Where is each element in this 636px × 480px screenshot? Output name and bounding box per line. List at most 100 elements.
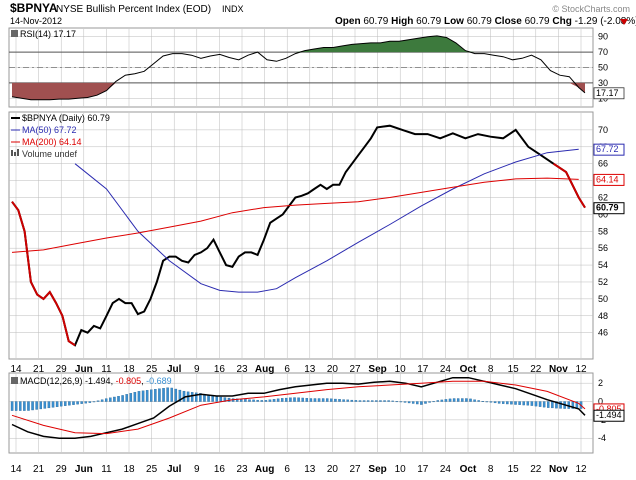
volume-legend-text: Volume undef (22, 149, 78, 159)
histogram-bar (321, 398, 325, 402)
histogram-bar (268, 399, 272, 402)
low-value: 60.79 (467, 16, 492, 27)
histogram-bar (411, 401, 415, 404)
rsi-last-box (593, 87, 625, 100)
x-tick-label: Aug (255, 464, 274, 475)
histogram-bar (325, 398, 329, 402)
histogram-bar (264, 400, 268, 402)
histogram-bar (297, 397, 300, 402)
histogram-bar (522, 401, 525, 406)
macd-tick-label: 2 (598, 378, 603, 388)
rsi-tick-label: 30 (598, 78, 608, 88)
x-tick-label: 24 (440, 364, 452, 375)
histogram-bar (47, 401, 51, 409)
histogram-bar (129, 393, 133, 402)
histogram-bar (113, 396, 116, 402)
x-tick-label: 12 (575, 364, 587, 375)
histogram-bar (252, 399, 255, 402)
rsi-last-label: 17.17 (593, 87, 625, 100)
price-tick-label: 66 (598, 159, 608, 169)
histogram-bar (432, 401, 435, 403)
x-tick-label: 14 (10, 364, 22, 375)
x-tick-label: 9 (194, 464, 200, 475)
histogram-bar (485, 401, 489, 403)
histogram-bar (55, 401, 59, 408)
histogram-bar (330, 398, 333, 402)
ma50-line (74, 148, 579, 293)
histogram-bar (452, 398, 456, 402)
histogram-bar (395, 401, 399, 403)
histogram-bar (154, 389, 157, 402)
ma50-last-label: 67.72 (593, 143, 625, 156)
macd-legend-name: MACD(12,26,9) (20, 376, 83, 386)
histogram-bar (489, 401, 493, 403)
histogram-bar (80, 401, 83, 404)
histogram-bar (440, 399, 444, 402)
x-tick-label: 25 (146, 364, 158, 375)
histogram-bar (31, 401, 34, 411)
open-label: Open (335, 16, 361, 27)
histogram-legend-value: -0.689 (146, 376, 172, 386)
histogram-bar (354, 400, 358, 402)
price-tick-label: 50 (598, 294, 608, 304)
price-last-label: 60.79 (593, 202, 625, 215)
x-tick-label: 27 (349, 364, 361, 375)
high-label: High (391, 16, 413, 27)
histogram-bar (10, 401, 14, 411)
histogram-bar (109, 397, 112, 402)
svg-text:Open 60.79 High 60.79 Low 60: Open 60.79 High 60.79 Low 60.79 Close 60… (335, 16, 636, 27)
ma50-last-value: 67.72 (596, 144, 619, 154)
x-tick-label: 22 (530, 364, 542, 375)
histogram-bar (100, 399, 104, 402)
macd-last-value: -1.494 (596, 410, 622, 420)
rsi-tick-label: 90 (598, 32, 608, 42)
histogram-bar (166, 387, 169, 402)
macd-last-box (593, 409, 625, 422)
x-tick-label: 10 (395, 464, 407, 475)
macd-tick-label: -4 (598, 433, 606, 443)
histogram-bar (338, 399, 341, 402)
histogram-bar (76, 401, 79, 405)
x-tick-label: 10 (395, 364, 407, 375)
histogram-bar (39, 401, 43, 410)
price-decline-segment (552, 162, 586, 209)
x-tick-label: Sep (368, 464, 386, 475)
x-tick-label: 8 (488, 464, 494, 475)
histogram-bar (280, 398, 284, 402)
ma50-last-box (593, 143, 625, 156)
histogram-bar (362, 400, 366, 402)
histogram-bar (309, 398, 313, 402)
histogram-bar (88, 401, 92, 403)
price-tick-label: 48 (598, 311, 608, 321)
histogram-bar (223, 397, 227, 402)
open-value: 60.79 (363, 16, 388, 27)
rsi-tick-label: 50 (598, 63, 608, 73)
histogram-bar (289, 397, 292, 402)
x-tick-label: 9 (194, 364, 200, 375)
histogram-bar (43, 401, 47, 409)
histogram-bar (542, 401, 546, 408)
x-tick-label: 6 (284, 364, 290, 375)
histogram-bar (477, 400, 480, 402)
histogram-bar (551, 401, 554, 409)
histogram-bar (555, 401, 558, 409)
histogram-bar (219, 396, 223, 402)
ma50-legend-text: MA(50) 67.72 (22, 125, 77, 135)
price-tick-label: 46 (598, 328, 608, 338)
histogram-bar (428, 401, 431, 403)
histogram-bar (407, 401, 411, 404)
x-tick-label: 25 (146, 464, 158, 475)
macd-legend-value: -1.494 (85, 376, 111, 386)
x-tick-label: 13 (304, 364, 316, 375)
histogram-bar (64, 401, 67, 406)
histogram-bar (538, 401, 542, 407)
histogram-bar (350, 399, 354, 402)
x-tick-label: Aug (255, 364, 274, 375)
x-tick-label: Jun (75, 364, 93, 375)
histogram-bar (448, 398, 452, 402)
svg-text:MACD(12,26,9) -1.494, -0.805,: MACD(12,26,9) -1.494, -0.805, -0.689 (20, 376, 172, 386)
x-tick-label: 15 (508, 364, 520, 375)
x-tick-label: 11 (101, 364, 112, 375)
x-tick-label: Jun (75, 464, 93, 475)
x-tick-label: 16 (214, 464, 226, 475)
